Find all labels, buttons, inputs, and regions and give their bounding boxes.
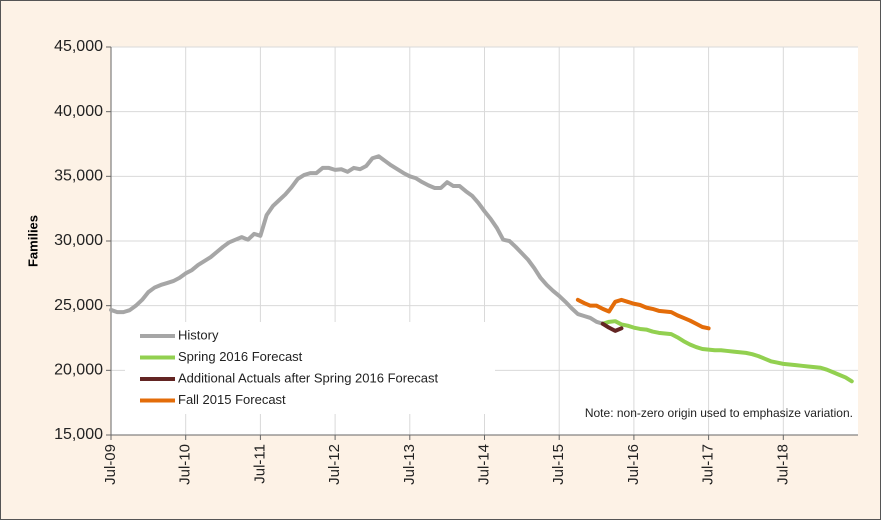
y-tick-label: 35,000: [54, 168, 103, 185]
y-tick-label: 45,000: [54, 38, 103, 55]
x-tick-label: Jul-18: [774, 444, 791, 485]
y-tick-label: 20,000: [54, 362, 103, 379]
y-tick-label: 30,000: [54, 232, 103, 249]
series-line: [109, 154, 605, 326]
legend-label: Fall 2015 Forecast: [178, 392, 286, 407]
x-tick-label: Jul-13: [401, 444, 418, 485]
x-tick-label: Jul-12: [326, 444, 343, 485]
x-tick-label: Jul-15: [550, 444, 567, 485]
y-tick-label: 15,000: [54, 426, 103, 443]
x-tick-label: Jul-14: [475, 444, 492, 485]
y-axis-label: Families: [25, 215, 40, 267]
x-tick-label: Jul-10: [177, 444, 194, 485]
series-line: [600, 319, 854, 384]
legend-label: Additional Actuals after Spring 2016 For…: [178, 370, 439, 385]
series-line: [600, 321, 624, 333]
legend-label: Spring 2016 Forecast: [178, 349, 303, 364]
y-tick-label: 40,000: [54, 103, 103, 120]
x-tick-label: Jul-11: [251, 444, 268, 484]
x-tick-label: Jul-17: [700, 444, 717, 485]
x-tick-label: Jul-09: [102, 444, 119, 485]
series-line: [575, 297, 711, 331]
note: Note: non-zero origin used to emphasize …: [585, 406, 853, 420]
legend-box: [125, 322, 495, 414]
y-tick-label: 25,000: [54, 297, 103, 314]
x-tick-label: Jul-16: [625, 444, 642, 485]
legend-label: History: [178, 327, 219, 342]
